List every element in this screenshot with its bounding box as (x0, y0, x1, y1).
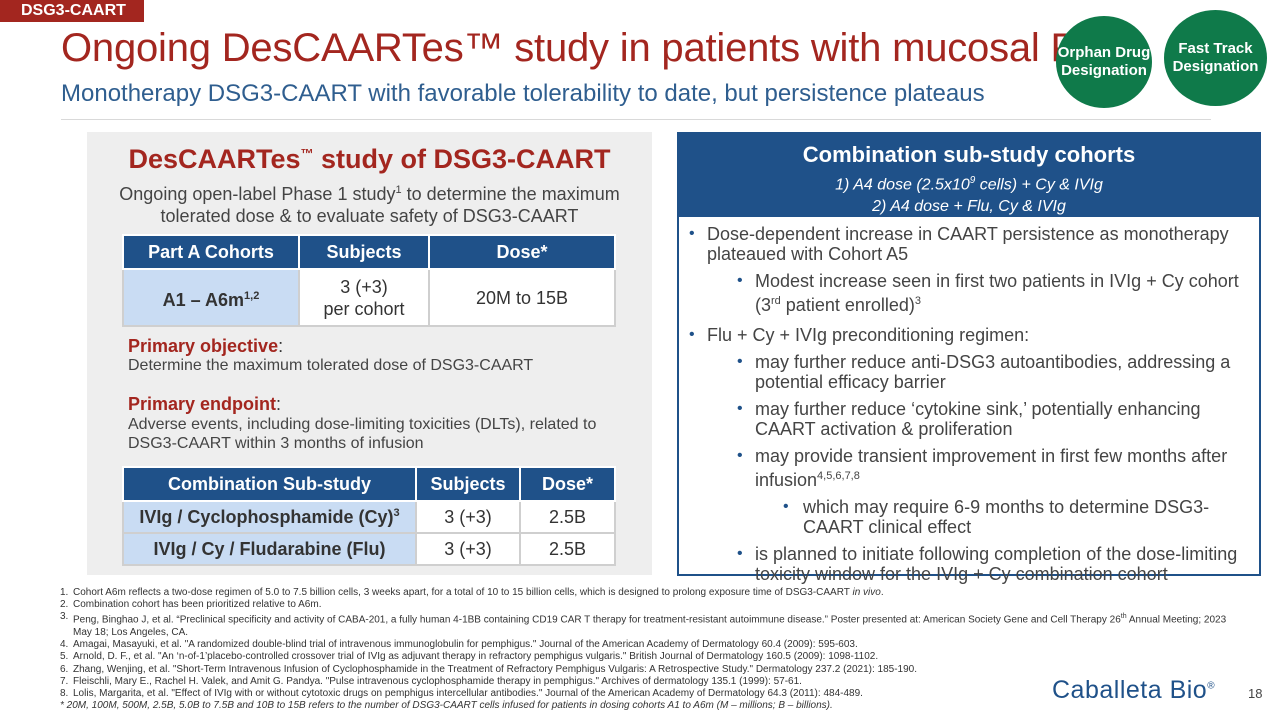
bullet-icon: • (689, 225, 695, 242)
col-header: Part A Cohorts (122, 234, 300, 270)
combination-table: Combination Sub-study Subjects Dose* IVI… (122, 466, 616, 566)
subjects-cell: 3 (+3) per cohort (298, 268, 430, 327)
title-divider (61, 119, 1211, 120)
subjects-cell: 3 (+3) (415, 500, 521, 534)
dose-cell: 20M to 15B (428, 268, 616, 327)
primary-objective-text: Determine the maximum tolerated dose of … (128, 357, 534, 374)
col-header: Dose* (428, 234, 616, 270)
bullet-icon: • (737, 272, 743, 289)
footnote: 4. Amagai, Masayuki, et al. "A randomized… (60, 639, 858, 651)
list-item: • Modest increase seen in first two patie… (737, 271, 1239, 315)
table-row: IVIg / Cyclophosphamide (Cy)3 3 (+3) 2.5… (122, 500, 616, 534)
primary-endpoint-text: Adverse events, including dose-limiting … (128, 416, 597, 452)
orphan-drug-badge: Orphan Drug Designation (1056, 16, 1152, 108)
orphan-drug-label: Orphan Drug Designation (1057, 44, 1151, 79)
col-header: Subjects (298, 234, 430, 270)
footnote: 7. Fleischli, Mary E., Rachel H. Valek, a… (60, 675, 802, 687)
col-header: Combination Sub-study (122, 466, 417, 502)
table-header-row: Part A Cohorts Subjects Dose* (122, 234, 616, 270)
list-item: • which may require 6-9 months to determi… (783, 497, 1210, 537)
footnote: 6. Zhang, Wenjing, et al. "Short-Term Int… (60, 663, 918, 675)
list-item: • Dose-dependent increase in CAART persis… (689, 224, 1229, 264)
substudy-cell: IVIg / Cyclophosphamide (Cy)3 (122, 500, 417, 534)
dose-cell: 2.5B (519, 500, 616, 534)
fast-track-badge: Fast Track Designation (1164, 10, 1267, 106)
combination-panel: Combination sub-study cohorts 1) A4 dose… (677, 132, 1261, 584)
footnote: 3. Peng, Binghao J, et al. “Preclinical s… (60, 611, 1227, 638)
bullet-icon: • (737, 447, 743, 464)
col-header: Subjects (415, 466, 521, 502)
list-item: • may further reduce anti-DSG3 autoantibo… (737, 352, 1231, 392)
subjects-cell: 3 (+3) (415, 532, 521, 566)
bullet-icon: • (689, 326, 695, 343)
footnote: 1. Cohort A6m reflects a two-dose regimen… (60, 587, 884, 598)
bullet-icon: • (783, 498, 789, 515)
primary-objective-label: Primary objective: (128, 336, 284, 356)
col-header: Dose* (519, 466, 616, 502)
cohort-cell: A1 – A6m1,2 (122, 268, 300, 327)
list-item: • is planned to initiate following comple… (737, 544, 1238, 584)
table-row: IVIg / Cy / Fludarabine (Flu) 3 (+3) 2.5… (122, 532, 616, 566)
substudy-cell: IVIg / Cy / Fludarabine (Flu) (122, 532, 417, 566)
company-logo: Caballeta Bio® (1052, 676, 1216, 704)
footnote: 5. Arnold, D. F., et al. "An ‘n-of-1’plac… (60, 651, 879, 663)
list-item: • may further reduce ‘cytokine sink,’ pot… (737, 399, 1201, 439)
dose-cell: 2.5B (519, 532, 616, 566)
footnote: 2. Combination cohort has been prioritize… (60, 599, 322, 611)
list-item: • may provide transient improvement in fi… (737, 446, 1228, 490)
study-panel-title: DesCAARTes™ study of DSG3-CAART (128, 144, 611, 174)
list-item: • Flu + Cy + IVIg preconditioning regimen… (689, 325, 1030, 345)
fast-track-label: Fast Track Designation (1172, 40, 1259, 75)
footnote: 8. Lolis, Margarita, et al. "Effect of IV… (60, 687, 863, 699)
combination-bullets: • Dose-dependent increase in CAART persis… (679, 224, 1259, 591)
page-number: 18 (1248, 686, 1263, 701)
bullet-icon: • (737, 545, 743, 562)
slide-title: Ongoing DesCAARTes™ study in patients wi… (61, 26, 1104, 70)
study-description: Ongoing open-label Phase 1 study1 to det… (119, 184, 620, 226)
cohort-2-line: 2) A4 dose + Flu, Cy & IVIg (872, 198, 1066, 216)
table-row: A1 – A6m1,2 3 (+3) per cohort 20M to 15B (122, 268, 616, 327)
slide-subtitle: Monotherapy DSG3-CAART with favorable to… (61, 80, 985, 107)
section-tag: DSG3-CAART (0, 0, 144, 22)
table-header-row: Combination Sub-study Subjects Dose* (122, 466, 616, 502)
footnote-asterisk: * 20M, 100M, 500M, 2.5B, 5.0B to 7.5B an… (60, 700, 833, 712)
combination-panel-header: Combination sub-study cohorts 1) A4 dose… (679, 134, 1259, 217)
footnotes: 1. Cohort A6m reflects a two-dose regimen… (60, 587, 1240, 712)
cohort-1-line: 1) A4 dose (2.5x109 cells) + Cy & IVIg (835, 175, 1103, 194)
bullet-icon: • (737, 353, 743, 370)
combination-panel-title: Combination sub-study cohorts (802, 142, 1136, 167)
part-a-table: Part A Cohorts Subjects Dose* A1 – A6m1,… (122, 234, 616, 327)
bullet-icon: • (737, 400, 743, 417)
primary-endpoint-label: Primary endpoint: (128, 394, 282, 414)
